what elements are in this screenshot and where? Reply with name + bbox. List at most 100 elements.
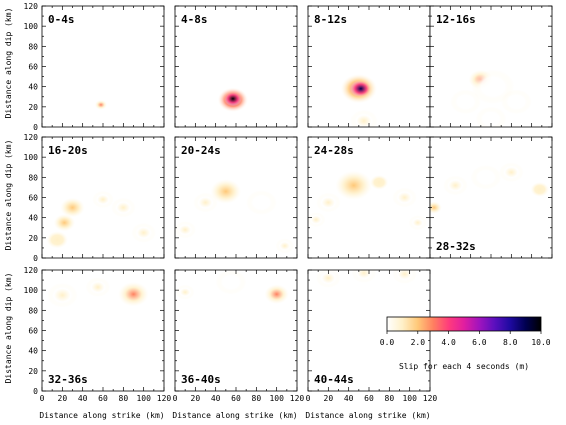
slip-panel: 0 20 40 60 80 100 120 36-40s (173, 269, 305, 403)
slip-blobs (47, 277, 149, 308)
colorbar-label: Slip for each 4 seconds (m) (399, 362, 529, 371)
slip-panel: 8-12s (307, 5, 431, 128)
slip-blobs (340, 74, 378, 127)
y-tick-label: 40 (28, 347, 38, 356)
y-tick-label: 40 (28, 214, 38, 223)
slip-patch (275, 238, 294, 254)
y-tick-label: 120 (24, 266, 39, 275)
slip-patch (443, 175, 468, 196)
slip-patch (470, 165, 502, 190)
colorbar-tick-label: 4.0 (441, 338, 456, 347)
slip-patch (175, 221, 196, 239)
colorbar-gradient (386, 316, 542, 332)
y-tick-label: 20 (28, 103, 38, 112)
slip-patch (176, 284, 195, 300)
panel-time-label: 12-16s (436, 13, 476, 26)
axis-labels: Distance along dip (km) Distance along d… (4, 8, 431, 420)
slip-panel: 0 20 40 60 80 100 120 16-20s (24, 133, 165, 263)
slip-blobs (217, 87, 249, 112)
x-axis-label: Distance along strike (km) (172, 411, 297, 420)
panel-time-label: 32-36s (48, 373, 88, 386)
y-tick-label: 60 (28, 194, 38, 203)
panel-background (308, 6, 430, 127)
panel-time-label: 8-12s (314, 13, 347, 26)
colorbar-tick-label: 6.0 (472, 338, 487, 347)
x-tick-label: 40 (344, 394, 354, 403)
slip-patch (316, 192, 341, 213)
slip-panel: 28-32s (429, 136, 553, 259)
x-tick-label: 120 (290, 394, 305, 403)
y-axis-label: Distance along dip (km) (4, 140, 13, 251)
y-tick-label: 100 (24, 153, 39, 162)
y-tick-label: 80 (28, 306, 38, 315)
slip-panel: 0 20 40 60 80 100 120 0 20 40 60 80 100 120 32-36s (24, 266, 172, 403)
slip-patch (94, 99, 108, 110)
slip-patch (131, 223, 156, 243)
slip-blobs (176, 270, 289, 304)
slip-blobs (430, 162, 549, 214)
slip-patch (308, 212, 326, 228)
colorbar-tick-label: 0.0 (380, 338, 395, 347)
slip-patch (408, 215, 427, 231)
panel-grid: 0 20 40 60 80 100 120 0-4s 4-8s 8-12s 12-16s 0 20 40 6… (24, 2, 553, 403)
slip-patch (118, 282, 149, 307)
y-tick-label: 60 (28, 327, 38, 336)
panel-time-label: 40-44s (314, 373, 354, 386)
slip-patch (215, 270, 247, 295)
panel-time-label: 24-28s (314, 144, 354, 157)
y-tick-label: 0 (33, 387, 38, 396)
panel-time-label: 4-8s (181, 13, 208, 26)
slip-patch (264, 284, 289, 304)
panel-background (430, 137, 552, 258)
y-tick-label: 60 (28, 63, 38, 72)
slip-patch (111, 197, 136, 218)
x-tick-label: 80 (119, 394, 129, 403)
slip-panel: 4-8s (174, 5, 298, 128)
panel-time-label: 0-4s (48, 13, 75, 26)
slip-patch (46, 231, 68, 249)
colorbar-tick-label: 10.0 (531, 338, 550, 347)
slip-patch (392, 270, 417, 284)
slip-patch (246, 190, 277, 215)
x-tick-label: 100 (136, 394, 151, 403)
slip-patch (47, 283, 78, 308)
y-tick-label: 20 (28, 234, 38, 243)
x-tick-label: 100 (269, 394, 284, 403)
x-tick-label: 80 (252, 394, 262, 403)
x-tick-label: 120 (157, 394, 172, 403)
slip-patch (530, 182, 549, 197)
y-tick-label: 120 (24, 133, 39, 142)
y-axis-label: Distance along dip (km) (4, 273, 13, 384)
slip-blobs (46, 190, 156, 249)
slip-panel: 0 20 40 60 80 100 120 0-4s (24, 2, 165, 132)
x-tick-label: 20 (191, 394, 201, 403)
colorbar: 0.0 2.0 4.0 6.0 8.0 10.0 Slip for each 4 secon… (380, 316, 551, 371)
slip-blobs (316, 270, 417, 288)
colorbar-tick-label: 8.0 (503, 338, 518, 347)
slip-patch (335, 170, 373, 201)
x-tick-label: 60 (364, 394, 374, 403)
slip-patch (392, 187, 417, 208)
x-tick-label: 20 (324, 394, 334, 403)
slip-panel: 12-16s (429, 5, 553, 128)
slip-patch (351, 270, 377, 283)
x-axis-label: Distance along strike (km) (305, 411, 430, 420)
slip-patch (430, 201, 442, 214)
x-tick-label: 0 (306, 394, 311, 403)
slip-blobs (308, 170, 427, 231)
slip-patch (316, 270, 341, 288)
slip-blobs (175, 179, 294, 254)
x-axis-label: Distance along strike (km) (39, 411, 164, 420)
y-tick-label: 0 (33, 123, 38, 132)
slip-patch (92, 190, 114, 209)
slip-patch (450, 89, 481, 114)
slip-panel: 24-28s (307, 136, 431, 259)
slip-patch (223, 91, 243, 107)
slip-patch (350, 109, 378, 127)
y-tick-label: 40 (28, 83, 38, 92)
slip-panel: 20-24s (174, 136, 298, 259)
panel-time-label: 16-20s (48, 144, 88, 157)
x-tick-label: 80 (385, 394, 395, 403)
x-tick-label: 60 (231, 394, 241, 403)
